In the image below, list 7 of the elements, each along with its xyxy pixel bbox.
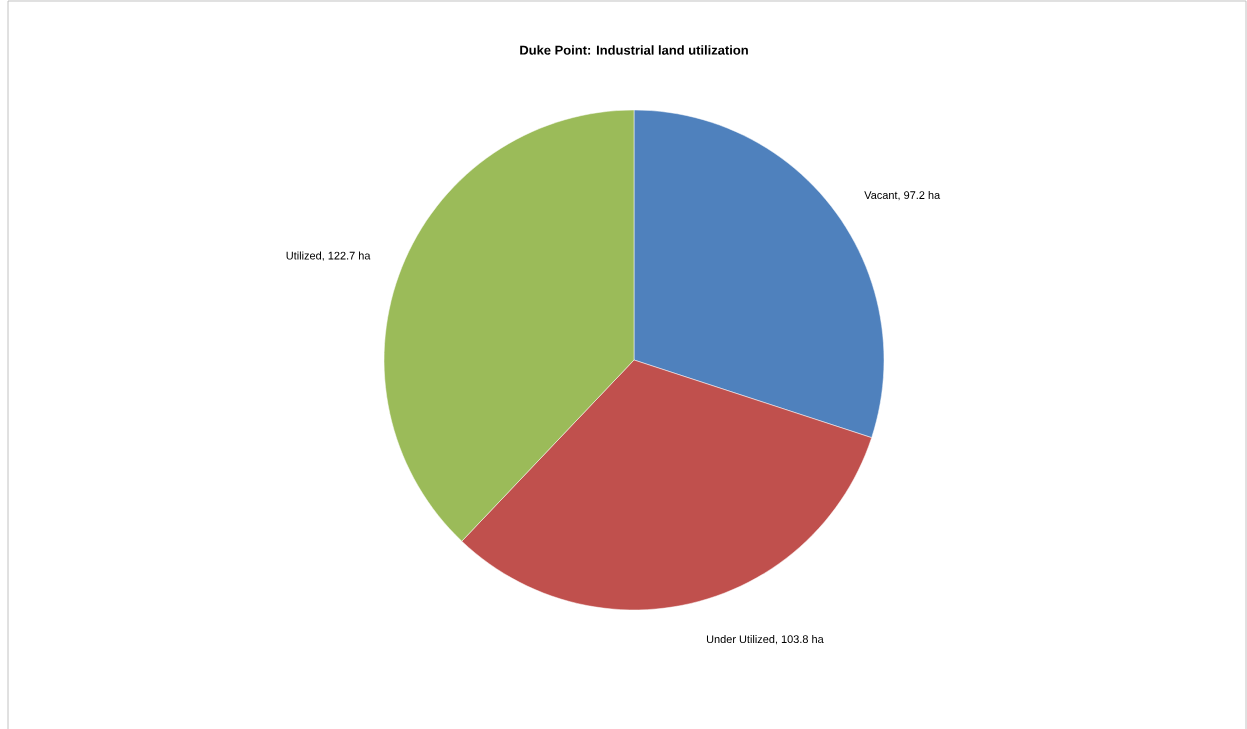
slice-label: Under Utilized	[706, 634, 775, 644]
data-label: , 97.2 ha	[898, 190, 941, 201]
slice-label: Vacant	[864, 191, 898, 199]
chart-title: Duke Point: Industrial land utilization	[520, 45, 748, 55]
slice-label: Utilized	[286, 251, 322, 260]
data-label: , 103.8 ha	[775, 634, 824, 645]
data-label: , 122.7 ha	[322, 251, 371, 261]
